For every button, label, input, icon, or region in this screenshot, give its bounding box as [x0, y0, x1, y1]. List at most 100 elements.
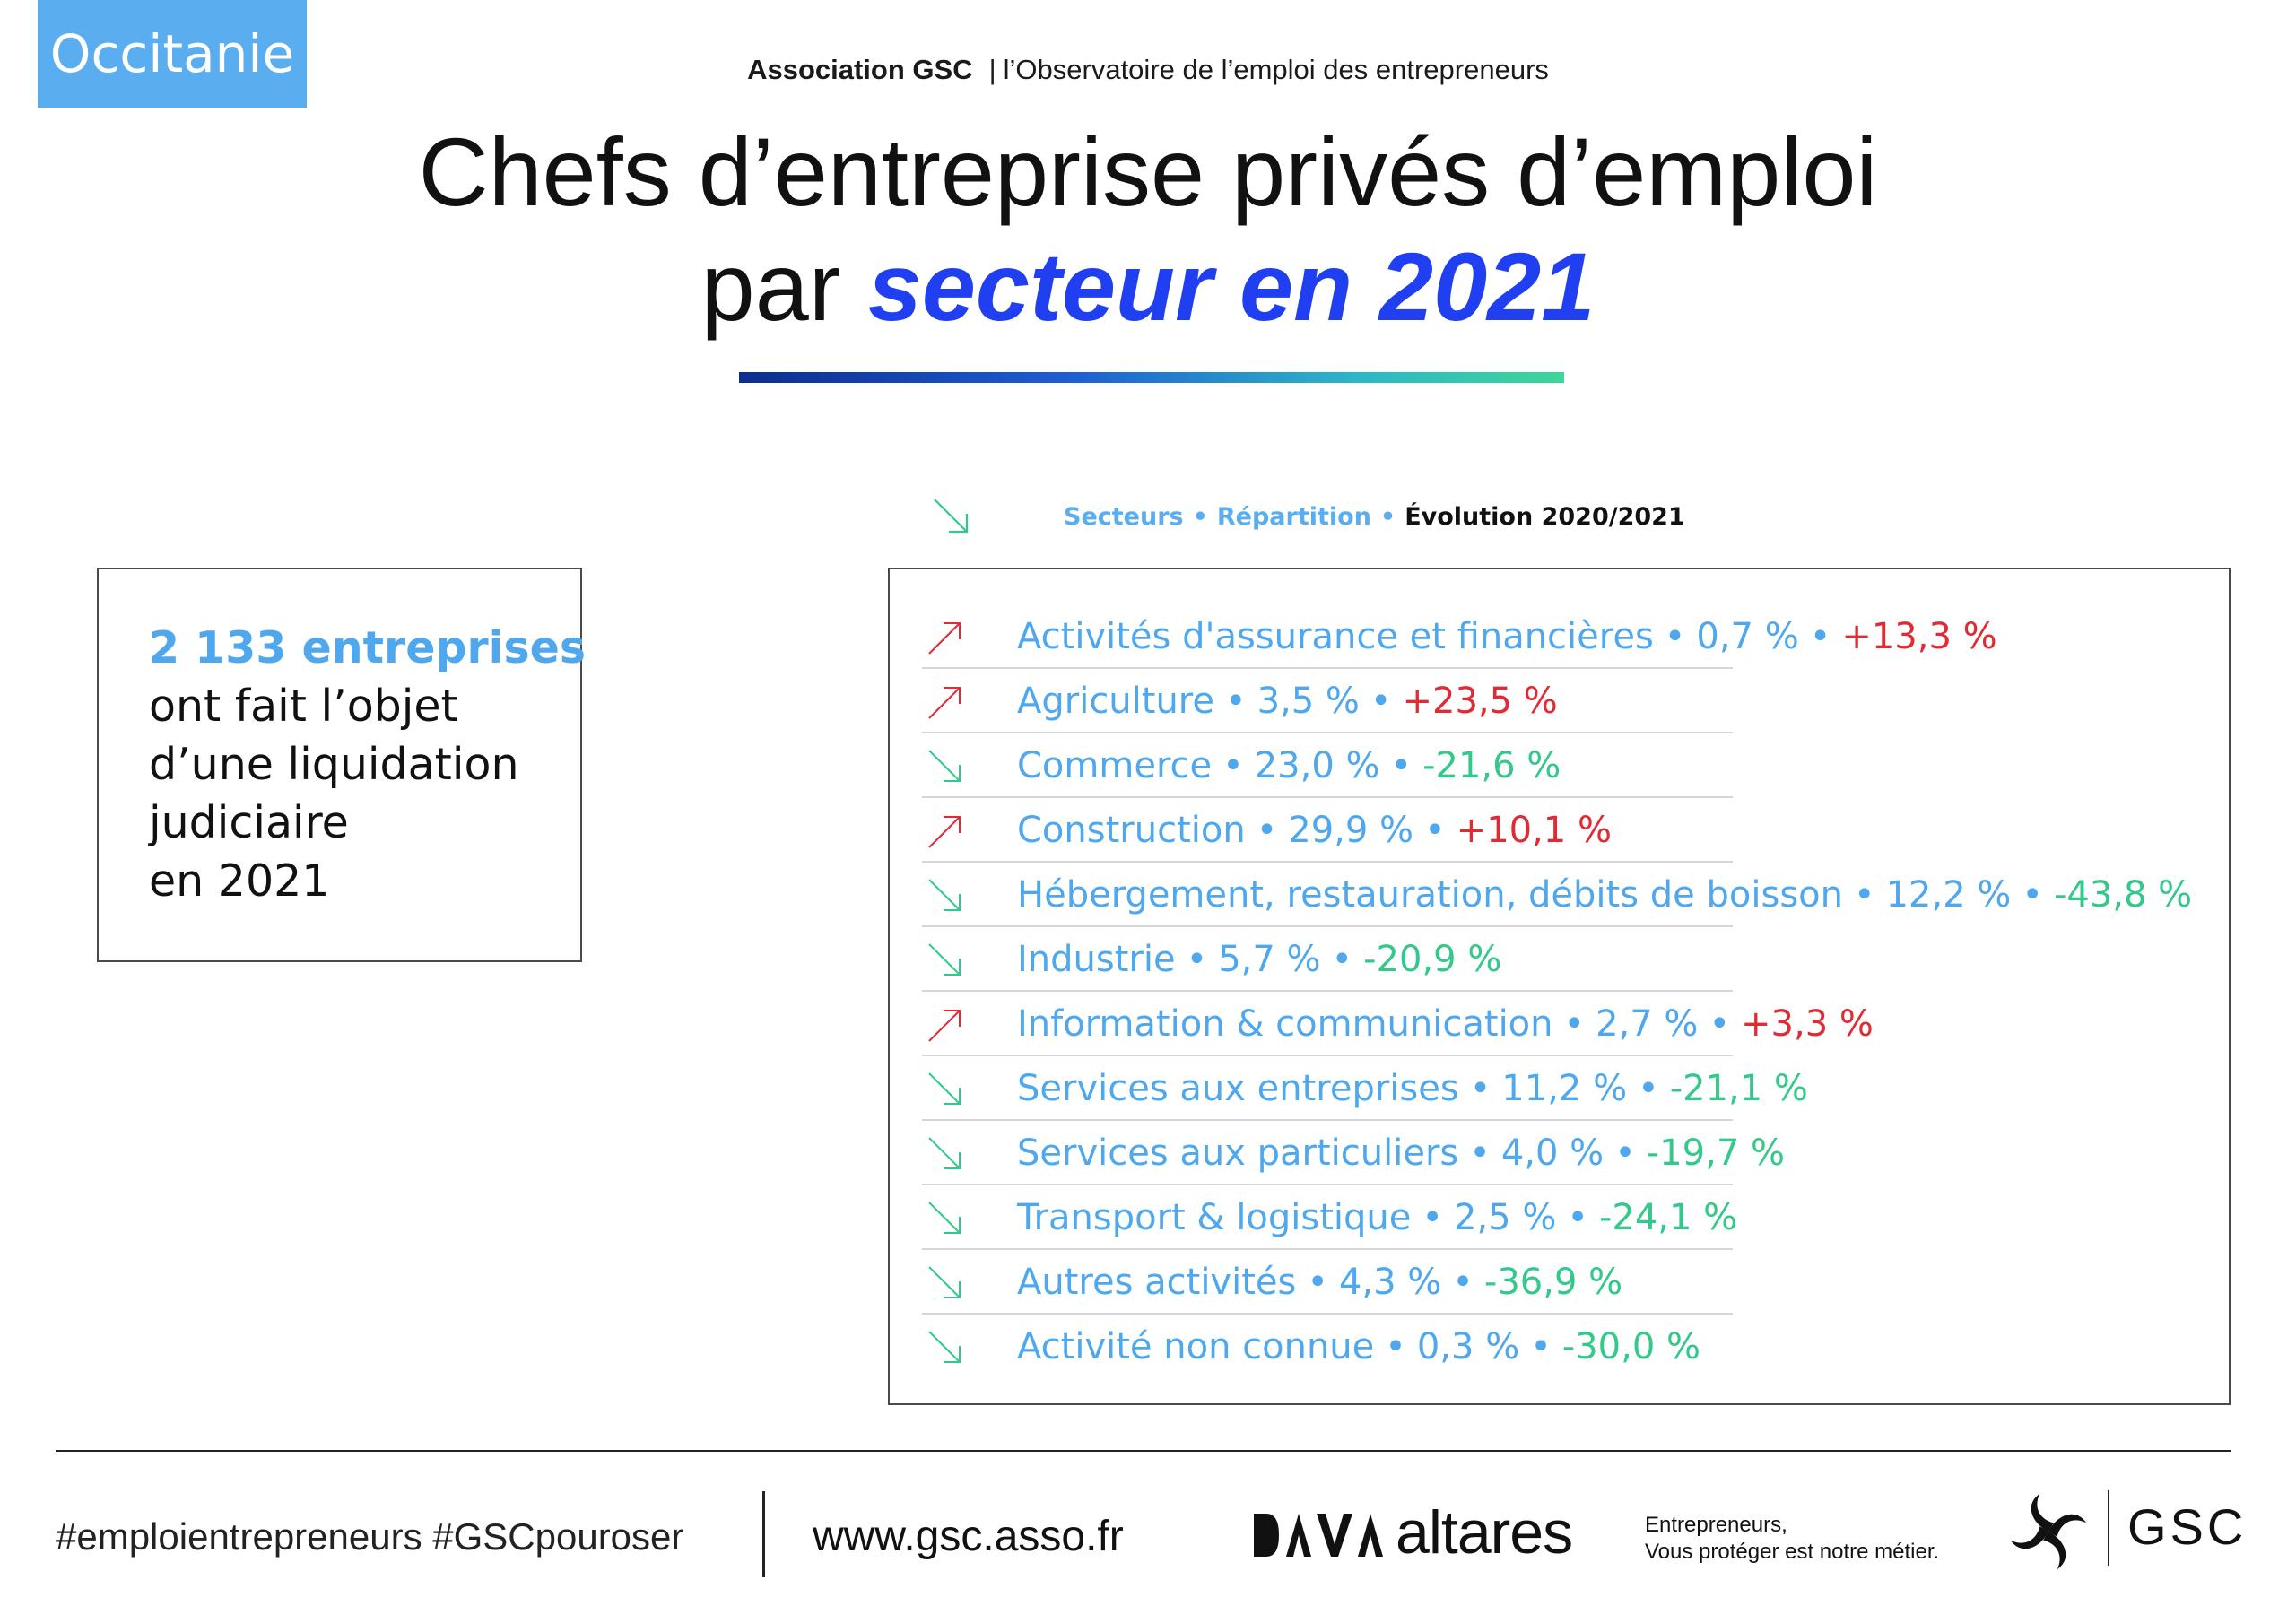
sector-name: Commerce [1017, 745, 1213, 786]
sector-name: Activité non connue [1017, 1326, 1375, 1367]
title-line-1: Chefs d’entreprise privés d’emploi [418, 117, 1878, 226]
sector-change: -36,9 % [1483, 1262, 1623, 1303]
sector-share: 2,7 % [1596, 1003, 1699, 1045]
sector-dot: • [2022, 874, 2043, 916]
row-divider [922, 1313, 1733, 1315]
summary-line: en 2021 [149, 855, 330, 907]
sector-dot: • [1563, 1003, 1586, 1045]
sector-text: Transport & logistique • 2,5 % • -24,1 % [1017, 1197, 1737, 1238]
sector-dot: • [1809, 616, 1831, 657]
sector-text: Autres activités • 4,3 % • -36,9 % [1017, 1262, 1622, 1303]
sector-dot: • [1709, 1003, 1731, 1045]
sector-share: 29,9 % [1288, 810, 1414, 851]
sector-row: Commerce • 23,0 % • -21,6 % [922, 733, 2192, 798]
sector-share: 0,7 % [1696, 616, 1799, 657]
sector-row: Agriculture • 3,5 % • +23,5 % [922, 669, 2192, 733]
arrow-down-right-icon [928, 1202, 961, 1234]
sector-row: Hébergement, restauration, débits de boi… [922, 863, 2192, 927]
sector-dot: • [1422, 1197, 1443, 1238]
sector-dot: • [1385, 1326, 1406, 1367]
sector-text: Activités d'assurance et financières • 0,7… [1017, 616, 1997, 657]
sector-list: Activités d'assurance et financières • 0,7… [922, 604, 2192, 1379]
arrow-down-right-icon [928, 1137, 961, 1169]
sector-row: Construction • 29,9 % • +10,1 % [922, 798, 2192, 863]
sector-share: 3,5 % [1257, 681, 1360, 722]
sector-change: +13,3 % [1841, 616, 1997, 657]
organization-separator: | [988, 54, 996, 85]
title-gradient-underline [739, 372, 1564, 383]
sector-row: Transport & logistique • 2,5 % • -24,1 % [922, 1185, 2192, 1250]
sector-name: Transport & logistique [1017, 1197, 1412, 1238]
sector-text: Industrie • 5,7 % • -20,9 % [1017, 939, 1501, 980]
sector-dot: • [1469, 1068, 1492, 1109]
sector-dot: • [1307, 1262, 1328, 1303]
sector-change: +3,3 % [1741, 1003, 1874, 1045]
organization-subtitle: l’Observatoire de l’emploi des entrepren… [1003, 54, 1549, 85]
legend-sectors: Secteurs [1064, 502, 1184, 531]
legend-dot: • [1192, 502, 1208, 531]
row-divider [922, 925, 1733, 927]
sector-share: 5,7 % [1218, 939, 1321, 980]
sector-box: Activités d'assurance et financières • 0,7… [888, 568, 2231, 1405]
arrow-down-right-icon [928, 1266, 961, 1298]
sector-change: -21,1 % [1669, 1068, 1808, 1109]
row-divider [922, 861, 1733, 863]
gsc-swirl-logo-icon [2010, 1493, 2087, 1570]
sector-share: 23,0 % [1254, 745, 1380, 786]
sector-row: Services aux particuliers • 4,0 % • -19,7 % [922, 1121, 2192, 1185]
sector-share: 0,3 % [1416, 1326, 1520, 1367]
arrow-down-right-icon [928, 1331, 961, 1363]
sector-row: Activité non connue • 0,3 % • -30,0 % [922, 1315, 2192, 1379]
sector-dot: • [1370, 681, 1392, 722]
arrow-down-right-icon [928, 943, 961, 976]
sector-dot: • [1424, 810, 1446, 851]
sector-row: Activités d'assurance et financières • 0,7… [922, 604, 2192, 669]
legend-dot: • [1379, 502, 1396, 531]
organization-line: Association GSC | l’Observatoire de l’empl… [0, 54, 2296, 86]
gsc-brand: GSC [2127, 1498, 2248, 1555]
sector-dot: • [1390, 745, 1413, 786]
sector-dot: • [1256, 810, 1278, 851]
row-divider [922, 990, 1733, 992]
legend-row: Secteurs • Répartition • Évolution 2020/… [929, 495, 1685, 538]
arrow-down-right-icon [928, 750, 961, 782]
gsc-separator [2108, 1490, 2109, 1566]
sector-text: Construction • 29,9 % • +10,1 % [1017, 810, 1612, 851]
sector-name: Industrie [1017, 939, 1176, 980]
sector-dot: • [1452, 1262, 1474, 1303]
row-divider [922, 1184, 1733, 1185]
sector-change: -19,7 % [1646, 1133, 1785, 1174]
sector-share: 4,0 % [1500, 1133, 1605, 1174]
partner-logo-altares: altares [1396, 1498, 1573, 1567]
sector-name: Construction [1017, 810, 1246, 851]
region-badge: Occitanie [38, 0, 307, 108]
summary-line: judiciaire [149, 797, 349, 848]
sector-text: Agriculture • 3,5 % • +23,5 % [1017, 681, 1558, 722]
arrow-up-right-icon [928, 622, 961, 655]
sector-text: Activité non connue • 0,3 % • -30,0 % [1017, 1326, 1700, 1367]
arrow-up-right-icon [928, 687, 961, 719]
tagline-line: Entrepreneurs, [1645, 1513, 1787, 1537]
footer-website-link[interactable]: www.gsc.asso.fr [813, 1513, 1124, 1560]
footer-divider [56, 1450, 2231, 1452]
sector-row: Services aux entreprises • 11,2 % • -21,1 % [922, 1056, 2192, 1121]
sector-dot: • [1469, 1133, 1491, 1174]
summary-highlight: 2 133 entreprises [149, 622, 587, 673]
row-divider [922, 1055, 1733, 1056]
legend-evolution: Évolution 2020/2021 [1405, 502, 1685, 531]
sector-dot: • [1638, 1068, 1659, 1109]
sector-name: Activités d'assurance et financières [1017, 616, 1654, 657]
summary-text: 2 133 entreprises ont fait l’objet d’une… [149, 619, 586, 910]
row-divider [922, 732, 1733, 733]
sector-row: Information & communication • 2,7 % • +3,3 % [922, 992, 2192, 1056]
sector-share: 11,2 % [1501, 1068, 1628, 1109]
sector-change: +10,1 % [1456, 810, 1612, 851]
row-divider [922, 1248, 1733, 1250]
page-title: Chefs d’entreprise privés d’emploi par s… [0, 115, 2296, 344]
arrow-down-right-icon [934, 499, 969, 534]
sector-name: Autres activités [1017, 1262, 1297, 1303]
sector-text: Hébergement, restauration, débits de boi… [1017, 874, 2192, 916]
row-divider [922, 1119, 1733, 1121]
sector-share: 4,3 % [1338, 1262, 1442, 1303]
sector-text: Services aux entreprises • 11,2 % • -21,1 % [1017, 1068, 1808, 1109]
